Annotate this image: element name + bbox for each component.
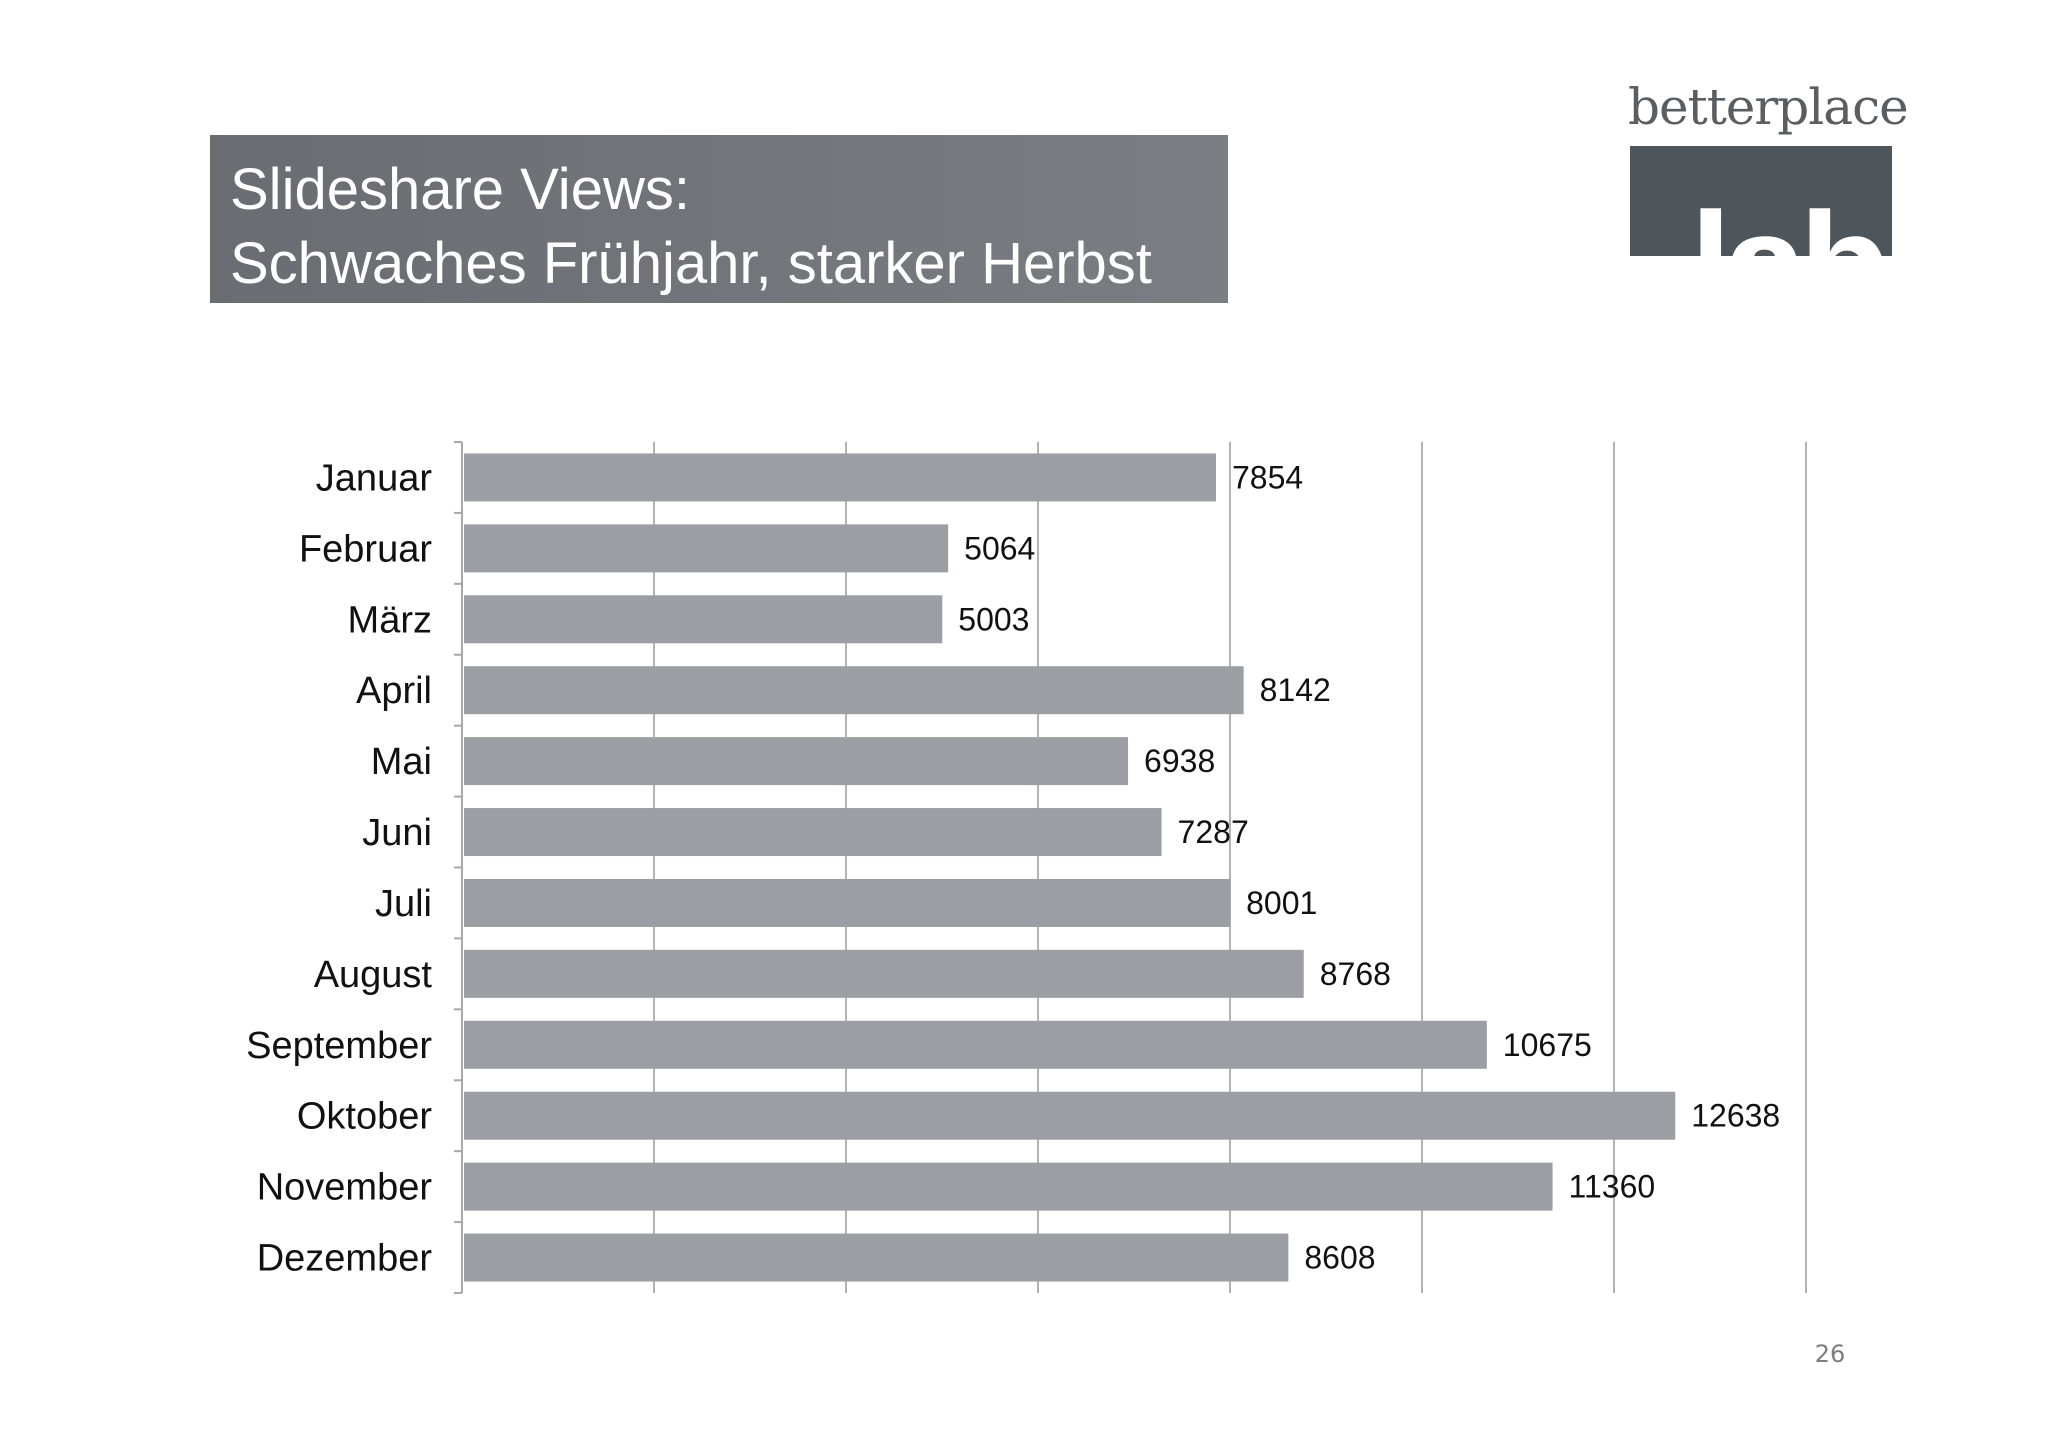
- bar-februar: [464, 524, 949, 573]
- category-label: Januar: [316, 457, 433, 499]
- category-label: August: [314, 954, 433, 996]
- bar-november: [464, 1162, 1553, 1211]
- data-label: 7854: [1232, 459, 1303, 495]
- data-label: 8001: [1246, 885, 1317, 921]
- slide-title-line-2: Schwaches Frühjahr, starker Herbst: [230, 231, 1152, 296]
- bar-april: [464, 666, 1244, 715]
- bar-januar: [464, 453, 1216, 502]
- data-label: 10675: [1503, 1027, 1592, 1063]
- bar-mai: [464, 737, 1129, 786]
- category-label: September: [246, 1025, 432, 1067]
- category-label: Dezember: [257, 1238, 433, 1280]
- slide-title-line-1: Slideshare Views:: [230, 157, 690, 222]
- category-label: März: [348, 599, 432, 641]
- page-number: 26: [1814, 1340, 1846, 1368]
- category-label: Februar: [299, 528, 432, 570]
- category-label: Mai: [371, 741, 432, 783]
- bar-märz: [464, 595, 943, 644]
- data-label: 8142: [1260, 672, 1331, 708]
- bar-september: [464, 1020, 1487, 1069]
- data-label: 5003: [958, 601, 1029, 637]
- data-label: 12638: [1691, 1098, 1780, 1134]
- logo-word: betterplace: [1628, 78, 1909, 136]
- category-label: April: [356, 670, 432, 712]
- bar-august: [464, 949, 1304, 998]
- betterplace-lab-logo: betterplace lab: [1628, 78, 1909, 340]
- bar-oktober: [464, 1091, 1676, 1140]
- data-label: 8608: [1304, 1240, 1375, 1276]
- category-label: Juni: [362, 812, 432, 854]
- logo-lab-text: lab: [1690, 181, 1891, 349]
- category-label: Juli: [375, 883, 432, 925]
- data-label: 11360: [1569, 1169, 1656, 1205]
- category-label: Oktober: [297, 1096, 433, 1138]
- category-label: November: [257, 1167, 433, 1209]
- logo-block: lab: [1630, 146, 1892, 340]
- bar-juni: [464, 808, 1162, 857]
- data-label: 5064: [964, 530, 1035, 566]
- bar-juli: [464, 878, 1231, 927]
- data-label: 7287: [1178, 814, 1249, 850]
- data-label: 8768: [1320, 956, 1391, 992]
- slide-title-box: Slideshare Views: Schwaches Frühjahr, st…: [210, 135, 1228, 303]
- data-label: 6938: [1144, 743, 1215, 779]
- bar-dezember: [464, 1233, 1289, 1282]
